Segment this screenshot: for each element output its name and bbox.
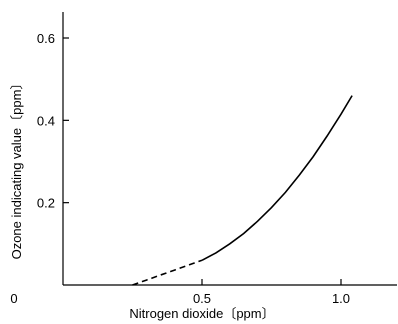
x-tick-label: 0.5	[193, 291, 211, 306]
series-lines	[132, 95, 353, 286]
y-axis-label: Ozone indicating value〔ppm〕	[9, 77, 24, 260]
y-tick-label: 0.6	[37, 31, 55, 46]
x-axis-label: Nitrogen dioxide〔ppm〕	[129, 306, 274, 321]
x-tick-label: 1.0	[332, 291, 350, 306]
y-tick-label: 0.4	[37, 113, 55, 128]
ticks	[63, 37, 342, 285]
series-line-solid	[201, 95, 353, 262]
origin-label: 0	[10, 291, 17, 306]
series-line-dashed	[132, 259, 203, 286]
y-tick-label: 0.2	[37, 196, 55, 211]
tick-labels: 0.5 1.0 0.2 0.4 0.6	[37, 31, 350, 306]
